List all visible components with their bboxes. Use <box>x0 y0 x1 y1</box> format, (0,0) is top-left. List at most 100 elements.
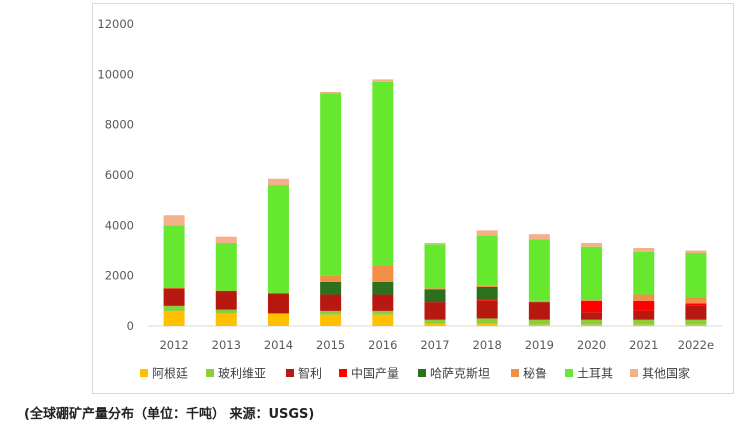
bar-segment <box>528 324 550 326</box>
bar-segment <box>685 324 707 326</box>
bar-segment <box>424 289 446 303</box>
bar-segment <box>215 313 237 326</box>
bar-segment <box>528 319 550 325</box>
legend-label: 智利 <box>298 366 322 381</box>
bar-segment <box>476 235 498 286</box>
bar-segment <box>215 242 237 291</box>
bar-segment <box>215 290 237 293</box>
bar-segment <box>320 294 342 311</box>
bar-segment <box>685 319 707 325</box>
bar-segment <box>685 297 707 304</box>
x-tick-label: 2022e <box>678 338 714 352</box>
figure-caption: (全球硼矿产量分布（单位：千吨） 来源：USGS) <box>24 407 315 422</box>
legend-label: 阿根廷 <box>152 367 188 381</box>
legend-swatch <box>418 369 426 377</box>
bar-segment <box>320 275 342 282</box>
bar-segment <box>424 288 446 290</box>
bar-segment <box>476 286 498 300</box>
bar-segment <box>424 302 446 320</box>
bar-segment <box>581 300 603 313</box>
bar-segment <box>163 305 185 311</box>
bar-segment <box>581 246 603 300</box>
bar-segment <box>476 300 498 319</box>
bar-segment <box>685 250 707 254</box>
bar-segment <box>476 323 498 326</box>
bar-segment <box>528 234 550 240</box>
bar-segment <box>372 281 394 295</box>
bar-segment <box>372 294 394 311</box>
bar-segment <box>372 81 394 266</box>
bar-segment <box>267 313 289 326</box>
legend-swatch <box>630 369 638 377</box>
y-tick-label: 4000 <box>105 218 134 232</box>
bar-segment <box>528 300 550 303</box>
bar-segment <box>633 324 655 326</box>
x-tick-label: 2019 <box>525 338 554 352</box>
bar-segment <box>372 314 394 326</box>
bar-segment <box>320 314 342 326</box>
x-tick-label: 2016 <box>368 338 397 352</box>
bar-segment <box>528 302 550 320</box>
x-tick-label: 2014 <box>264 338 293 352</box>
bar-segment <box>215 292 237 310</box>
y-tick-label: 6000 <box>105 168 134 182</box>
bar-segment <box>476 318 498 324</box>
bar-segment <box>581 324 603 326</box>
bar-segment <box>633 310 655 320</box>
x-tick-label: 2020 <box>577 338 606 352</box>
bar-segment <box>424 244 446 289</box>
y-tick-label: 10000 <box>97 67 134 81</box>
y-tick-label: 2000 <box>105 269 134 283</box>
legend-label: 哈萨克斯坦 <box>430 367 490 381</box>
bar-segment <box>163 289 185 306</box>
bar-segment <box>633 251 655 295</box>
legend-label: 其他国家 <box>642 366 690 381</box>
legend-label: 土耳其 <box>577 367 613 381</box>
bar-segment <box>320 310 342 315</box>
bar-segment <box>685 305 707 320</box>
x-tick-label: 2012 <box>159 338 188 352</box>
bar-segment <box>581 312 603 320</box>
y-tick-label: 8000 <box>105 118 134 132</box>
bar-segment <box>215 236 237 243</box>
legend-label: 秘鲁 <box>523 367 547 381</box>
bar-segment <box>528 239 550 301</box>
bar-segment <box>581 242 603 247</box>
legend-label: 中国产量 <box>351 366 399 381</box>
bar-segment <box>476 299 498 301</box>
legend-swatch <box>206 369 214 377</box>
bar-segment <box>424 242 446 245</box>
bar-segment <box>633 300 655 311</box>
bar-segment <box>215 309 237 314</box>
bar-segment <box>424 319 446 324</box>
bar-segment <box>372 310 394 315</box>
x-tick-label: 2013 <box>212 338 241 352</box>
bar-segment <box>581 319 603 325</box>
bar-segment <box>163 310 185 326</box>
bar-segment <box>372 265 394 282</box>
x-tick-label: 2017 <box>420 338 449 352</box>
bar-segment <box>476 285 498 287</box>
bar-segment <box>163 288 185 290</box>
legend-swatch <box>286 369 294 377</box>
y-tick-label: 12000 <box>97 17 134 31</box>
bar-segment <box>163 215 185 226</box>
bar-segment <box>633 319 655 325</box>
legend-label: 玻利维亚 <box>218 367 266 381</box>
bar-segment <box>320 91 342 94</box>
legend-swatch <box>339 369 347 377</box>
y-tick-label: 0 <box>127 319 134 333</box>
bar-segment <box>372 79 394 82</box>
bar-segment <box>163 225 185 289</box>
x-tick-label: 2015 <box>316 338 345 352</box>
legend-swatch <box>511 369 519 377</box>
bar-segment <box>267 293 289 314</box>
bar-segment <box>320 93 342 276</box>
chart-frame <box>92 3 734 394</box>
bar-segment <box>685 303 707 306</box>
bar-segment <box>320 281 342 295</box>
bar-segment <box>476 230 498 236</box>
x-tick-label: 2021 <box>629 338 658 352</box>
x-tick-label: 2018 <box>473 338 502 352</box>
